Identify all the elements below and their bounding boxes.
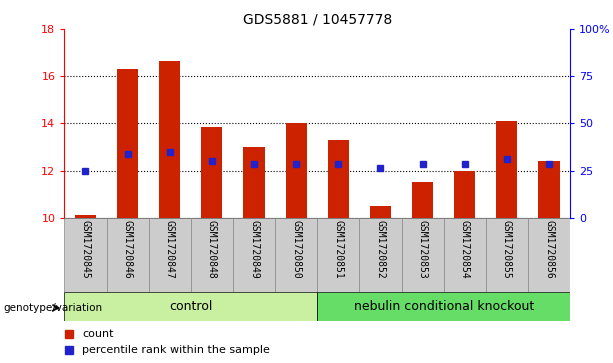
Bar [528,218,570,292]
Bar [444,218,485,292]
Bar [191,218,233,292]
Bar [117,69,138,218]
Text: GSM1720850: GSM1720850 [291,220,301,279]
Bar [64,292,318,321]
Bar [370,206,391,218]
Bar [359,218,402,292]
Text: nebulin conditional knockout: nebulin conditional knockout [354,300,534,313]
Bar [286,123,306,218]
Bar [402,218,444,292]
Bar [233,218,275,292]
Text: genotype/variation: genotype/variation [3,303,102,313]
Bar [148,218,191,292]
Text: GSM1720848: GSM1720848 [207,220,217,279]
Bar [75,215,96,218]
Bar [454,171,475,218]
Bar [318,292,570,321]
Text: GSM1720851: GSM1720851 [333,220,343,279]
Text: GSM1720849: GSM1720849 [249,220,259,279]
Text: GSM1720856: GSM1720856 [544,220,554,279]
Text: percentile rank within the sample: percentile rank within the sample [82,345,270,355]
Bar [485,218,528,292]
Text: GSM1720847: GSM1720847 [165,220,175,279]
Bar [243,147,265,218]
Bar [64,218,107,292]
Text: control: control [169,300,213,313]
Text: GSM1720853: GSM1720853 [417,220,428,279]
Text: GSM1720855: GSM1720855 [502,220,512,279]
Text: count: count [82,329,113,339]
Bar [318,218,359,292]
Bar [159,61,180,218]
Text: GSM1720845: GSM1720845 [80,220,91,279]
Bar [412,182,433,218]
Bar [201,127,223,218]
Bar [538,161,560,218]
Bar [275,218,318,292]
Bar [107,218,148,292]
Bar [328,140,349,218]
Text: GSM1720852: GSM1720852 [375,220,386,279]
Title: GDS5881 / 10457778: GDS5881 / 10457778 [243,12,392,26]
Text: GSM1720846: GSM1720846 [123,220,132,279]
Bar [497,121,517,218]
Text: GSM1720854: GSM1720854 [460,220,470,279]
